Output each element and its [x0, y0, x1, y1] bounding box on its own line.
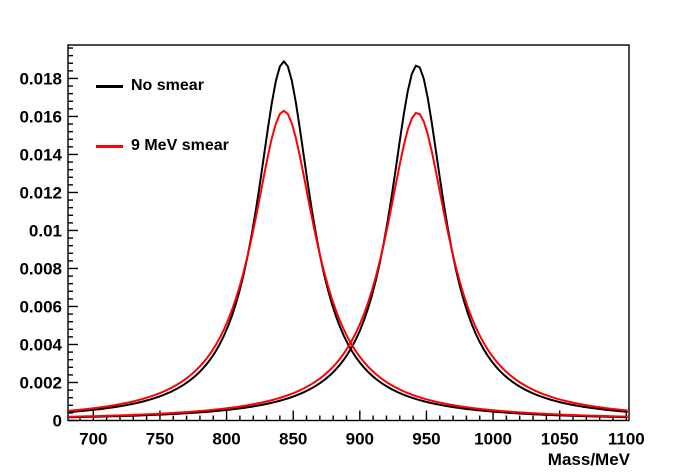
curve-no-smear-peak1	[67, 60, 628, 419]
curve-smear9-peak1	[67, 109, 628, 418]
y-tick-label: 0.018	[19, 69, 62, 88]
x-tick-label: 1050	[541, 430, 579, 449]
y-tick-label: 0.002	[19, 373, 62, 392]
x-tick-label: 750	[146, 430, 174, 449]
x-tick-label: 1000	[474, 430, 512, 449]
y-tick-label: 0.01	[29, 221, 62, 240]
x-tick-label: 1100	[608, 430, 645, 449]
y-axis-ticks	[68, 47, 78, 422]
x-tick-label: 850	[279, 430, 307, 449]
y-tick-label: 0.016	[19, 107, 62, 126]
y-tick-label: 0.008	[19, 259, 62, 278]
x-tick-label: 900	[346, 430, 374, 449]
y-tick-label: 0	[53, 412, 62, 431]
x-tick-label: 800	[212, 430, 240, 449]
curve-smear9-peak2	[67, 112, 628, 418]
y-tick-label: 0.014	[19, 145, 62, 164]
y-tick-label: 0.012	[19, 183, 62, 202]
y-tick-label: 0.004	[19, 335, 62, 354]
x-tick-label: 950	[412, 430, 440, 449]
x-axis-title: Mass/MeV	[547, 450, 630, 469]
y-tick-label: 0.006	[19, 297, 62, 316]
plot-frame	[67, 44, 630, 422]
x-tick-label: 700	[79, 430, 107, 449]
curve-no-smear-peak2	[67, 64, 628, 419]
